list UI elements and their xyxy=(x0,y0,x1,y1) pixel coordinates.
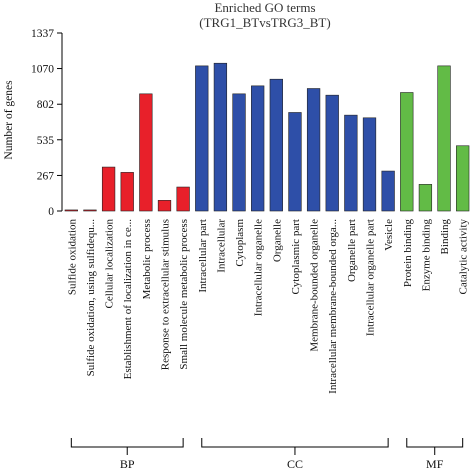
x-tick-label: Metabolic process xyxy=(141,219,153,299)
y-axis: 0 267 535 802 1070 1337 xyxy=(31,28,63,218)
bars xyxy=(64,62,470,212)
x-tick-label: Intracellular organelle xyxy=(253,219,265,316)
bar xyxy=(64,209,78,212)
x-tick-label: Organelle part xyxy=(346,219,358,282)
x-tick-label: Sulfide oxidation, using sulfidequ... xyxy=(85,219,97,377)
bar xyxy=(288,112,302,212)
group-brackets: BP CC MF xyxy=(70,438,464,471)
bar xyxy=(83,209,97,212)
bar xyxy=(269,78,283,212)
y-tick-label: 1070 xyxy=(31,64,54,76)
y-axis-label: Number of genes xyxy=(3,80,15,160)
x-tick-label: Intracellular part xyxy=(197,219,209,293)
x-tick-label: Response to extracellular stimulus xyxy=(160,219,172,370)
bar xyxy=(101,166,116,212)
bar xyxy=(381,170,395,212)
x-tick-label: Vesicle xyxy=(383,219,395,251)
bar xyxy=(325,94,339,212)
bar xyxy=(176,186,190,212)
x-tick-label: Intracellular membrane-bounded orga... xyxy=(327,219,339,394)
group-label: BP xyxy=(120,457,135,471)
group-label: CC xyxy=(287,457,303,471)
y-tick-label: 802 xyxy=(37,99,55,111)
bar xyxy=(213,62,228,212)
bar xyxy=(139,93,153,212)
x-tick-label: Intracellular xyxy=(215,219,227,273)
group-bracket xyxy=(70,438,184,448)
bar xyxy=(195,65,209,212)
chart-subtitle: (TRG1_BTvsTRG3_BT) xyxy=(199,15,330,30)
bar xyxy=(232,93,246,212)
y-tick-label: 1337 xyxy=(31,28,54,40)
x-tick-label: Cytoplasm xyxy=(234,219,246,267)
y-tick-label: 535 xyxy=(37,135,55,147)
bar xyxy=(362,117,377,212)
x-tick-label: Cytoplasmic part xyxy=(290,219,302,294)
bar xyxy=(400,92,414,212)
x-tick-label: Small molecule metabolic process xyxy=(178,219,190,370)
bar xyxy=(120,172,134,212)
y-tick-label: 267 xyxy=(37,170,55,182)
group-label: MF xyxy=(426,457,444,471)
bar xyxy=(437,65,451,212)
x-tick-label: Sulfide oxidation xyxy=(66,219,78,296)
y-tick-label: 0 xyxy=(48,206,54,218)
bar xyxy=(456,145,470,212)
x-tick-label: Protein binding xyxy=(402,219,414,288)
bar xyxy=(344,114,358,212)
x-tick-label: Enzyme binding xyxy=(420,219,432,292)
group-bracket xyxy=(201,438,389,448)
chart-title: Enriched GO terms xyxy=(214,0,315,15)
bar xyxy=(306,88,321,212)
bar xyxy=(157,200,172,212)
x-tick-label: Membrane-bounded organelle xyxy=(309,219,321,352)
x-tick-label: Organelle xyxy=(271,219,283,262)
x-tick-label: Catalytic activity xyxy=(458,219,470,295)
x-axis-labels: Sulfide oxidation Sulfide oxidation, usin… xyxy=(66,219,469,394)
x-tick-label: Cellular localization xyxy=(104,219,116,309)
x-tick-label: Binding xyxy=(439,219,451,255)
x-tick-label: Establishment of localization in ce... xyxy=(122,219,134,380)
bar xyxy=(418,184,433,212)
bar xyxy=(251,85,265,212)
group-bracket xyxy=(406,438,464,448)
x-tick-label: Intracellular organelle part xyxy=(365,219,377,336)
